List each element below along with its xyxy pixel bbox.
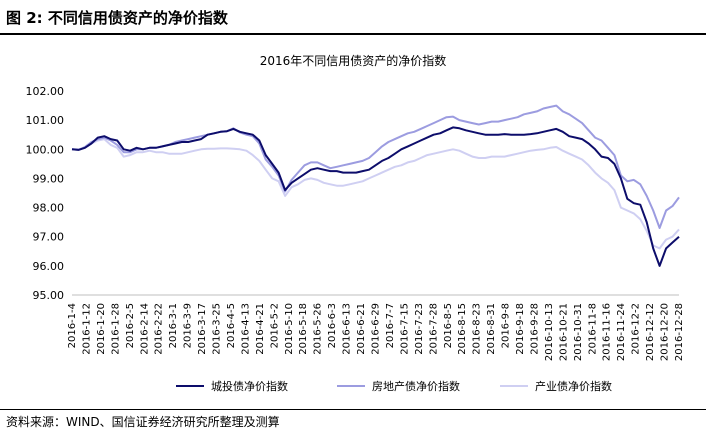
x-tick-label: 2016-9-8 bbox=[501, 303, 512, 348]
x-tick-label: 2016-1-28 bbox=[110, 303, 121, 355]
y-tick-label: 98.00 bbox=[33, 202, 65, 215]
y-tick-label: 100.00 bbox=[26, 143, 65, 156]
x-tick-label: 2016-7-15 bbox=[399, 303, 410, 355]
x-tick-label: 2016-7-23 bbox=[414, 303, 425, 355]
legend-label: 房地产债净价指数 bbox=[372, 379, 460, 393]
legend-label: 产业债净价指数 bbox=[535, 379, 612, 393]
x-tick-label: 2016-5-2 bbox=[269, 303, 280, 348]
x-tick-label: 2016-9-18 bbox=[515, 303, 526, 355]
figure-title-text: 不同信用债资产的净价指数 bbox=[47, 9, 228, 27]
footer-rule bbox=[0, 409, 706, 410]
x-tick-label: 2016-8-23 bbox=[472, 303, 483, 355]
x-tick-label: 2016-3-9 bbox=[183, 303, 194, 348]
x-tick-label: 2016-4-5 bbox=[226, 303, 237, 348]
x-axis: 2016-1-4 2016-1-12 2016-1-20 2016-1-28 2016-… bbox=[67, 294, 685, 361]
x-tick-label: 2016-8-31 bbox=[486, 303, 497, 355]
x-tick-label: 2016-1-12 bbox=[81, 303, 92, 355]
x-tick-label: 2016-10-13 bbox=[544, 303, 555, 361]
x-tick-label: 2016-11-16 bbox=[602, 303, 613, 361]
x-tick-label: 2016-12-28 bbox=[674, 303, 685, 361]
header-rule bbox=[0, 33, 706, 35]
x-tick-label: 2016-1-4 bbox=[67, 303, 78, 348]
x-tick-label: 2016-5-10 bbox=[284, 303, 295, 355]
x-tick-label: 2016-4-13 bbox=[240, 303, 251, 355]
y-axis: 102.00 101.00 100.00 99.00 98.00 97.00 96.00 95… bbox=[26, 85, 65, 302]
series-line bbox=[71, 126, 680, 267]
x-tick-label: 2016-6-3 bbox=[327, 303, 338, 348]
legend-label: 城投债净价指数 bbox=[211, 379, 288, 393]
x-tick-label: 2016-12-20 bbox=[660, 303, 671, 361]
series-line bbox=[71, 104, 680, 229]
figure-title: 图 2: 不同信用债资产的净价指数 bbox=[6, 7, 228, 28]
chart-title: 2016年不同信用债资产的净价指数 bbox=[260, 53, 447, 68]
x-tick-label: 2016-11-24 bbox=[616, 303, 627, 361]
x-tick-label: 2016-1-20 bbox=[96, 303, 107, 355]
source-note: 资料来源：WIND、国信证券经济研究所整理及测算 bbox=[6, 415, 280, 429]
x-tick-label: 2016-3-25 bbox=[212, 303, 223, 355]
x-tick-label: 2016-3-1 bbox=[168, 303, 179, 348]
x-tick-label: 2016-4-21 bbox=[255, 303, 266, 355]
x-tick-label: 2016-10-21 bbox=[558, 303, 569, 361]
x-tick-label: 2016-6-29 bbox=[371, 303, 382, 355]
y-tick-label: 101.00 bbox=[26, 114, 65, 127]
x-tick-label: 2016-11-8 bbox=[587, 303, 598, 355]
x-tick-label: 2016-8-5 bbox=[443, 303, 454, 348]
line-chart: 2016年不同信用债资产的净价指数 102.00 101.00 100.00 99.0… bbox=[26, 53, 686, 393]
x-tick-label: 2016-7-28 bbox=[428, 303, 439, 355]
x-tick-label: 2016-5-18 bbox=[298, 303, 309, 355]
x-tick-label: 2016-9-28 bbox=[529, 303, 540, 355]
series-line bbox=[72, 138, 680, 250]
y-tick-label: 99.00 bbox=[33, 172, 65, 185]
x-tick-label: 2016-5-26 bbox=[313, 303, 324, 355]
x-tick-label: 2016-2-22 bbox=[154, 303, 165, 355]
x-tick-label: 2016-3-17 bbox=[197, 303, 208, 355]
series-layer bbox=[71, 104, 680, 267]
x-tick-label: 2016-6-21 bbox=[356, 303, 367, 355]
figure-label: 图 2: bbox=[6, 9, 43, 27]
x-tick-label: 2016-2-5 bbox=[125, 303, 136, 348]
y-tick-label: 96.00 bbox=[33, 260, 65, 273]
figure-header: 图 2: 不同信用债资产的净价指数 bbox=[0, 0, 706, 36]
y-tick-label: 97.00 bbox=[33, 231, 65, 244]
y-tick-label: 95.00 bbox=[33, 289, 65, 302]
x-tick-label: 2016-10-31 bbox=[573, 303, 584, 361]
y-tick-label: 102.00 bbox=[26, 85, 65, 98]
x-tick-label: 2016-12-2 bbox=[631, 303, 642, 355]
x-tick-label: 2016-2-14 bbox=[139, 303, 150, 355]
x-tick-label: 2016-6-13 bbox=[342, 303, 353, 355]
x-tick-label: 2016-8-15 bbox=[457, 303, 468, 355]
x-tick-label: 2016-7-7 bbox=[385, 303, 396, 348]
legend: 城投债净价指数 房地产债净价指数 产业债净价指数 bbox=[176, 379, 612, 393]
x-tick-label: 2016-12-12 bbox=[645, 303, 656, 361]
